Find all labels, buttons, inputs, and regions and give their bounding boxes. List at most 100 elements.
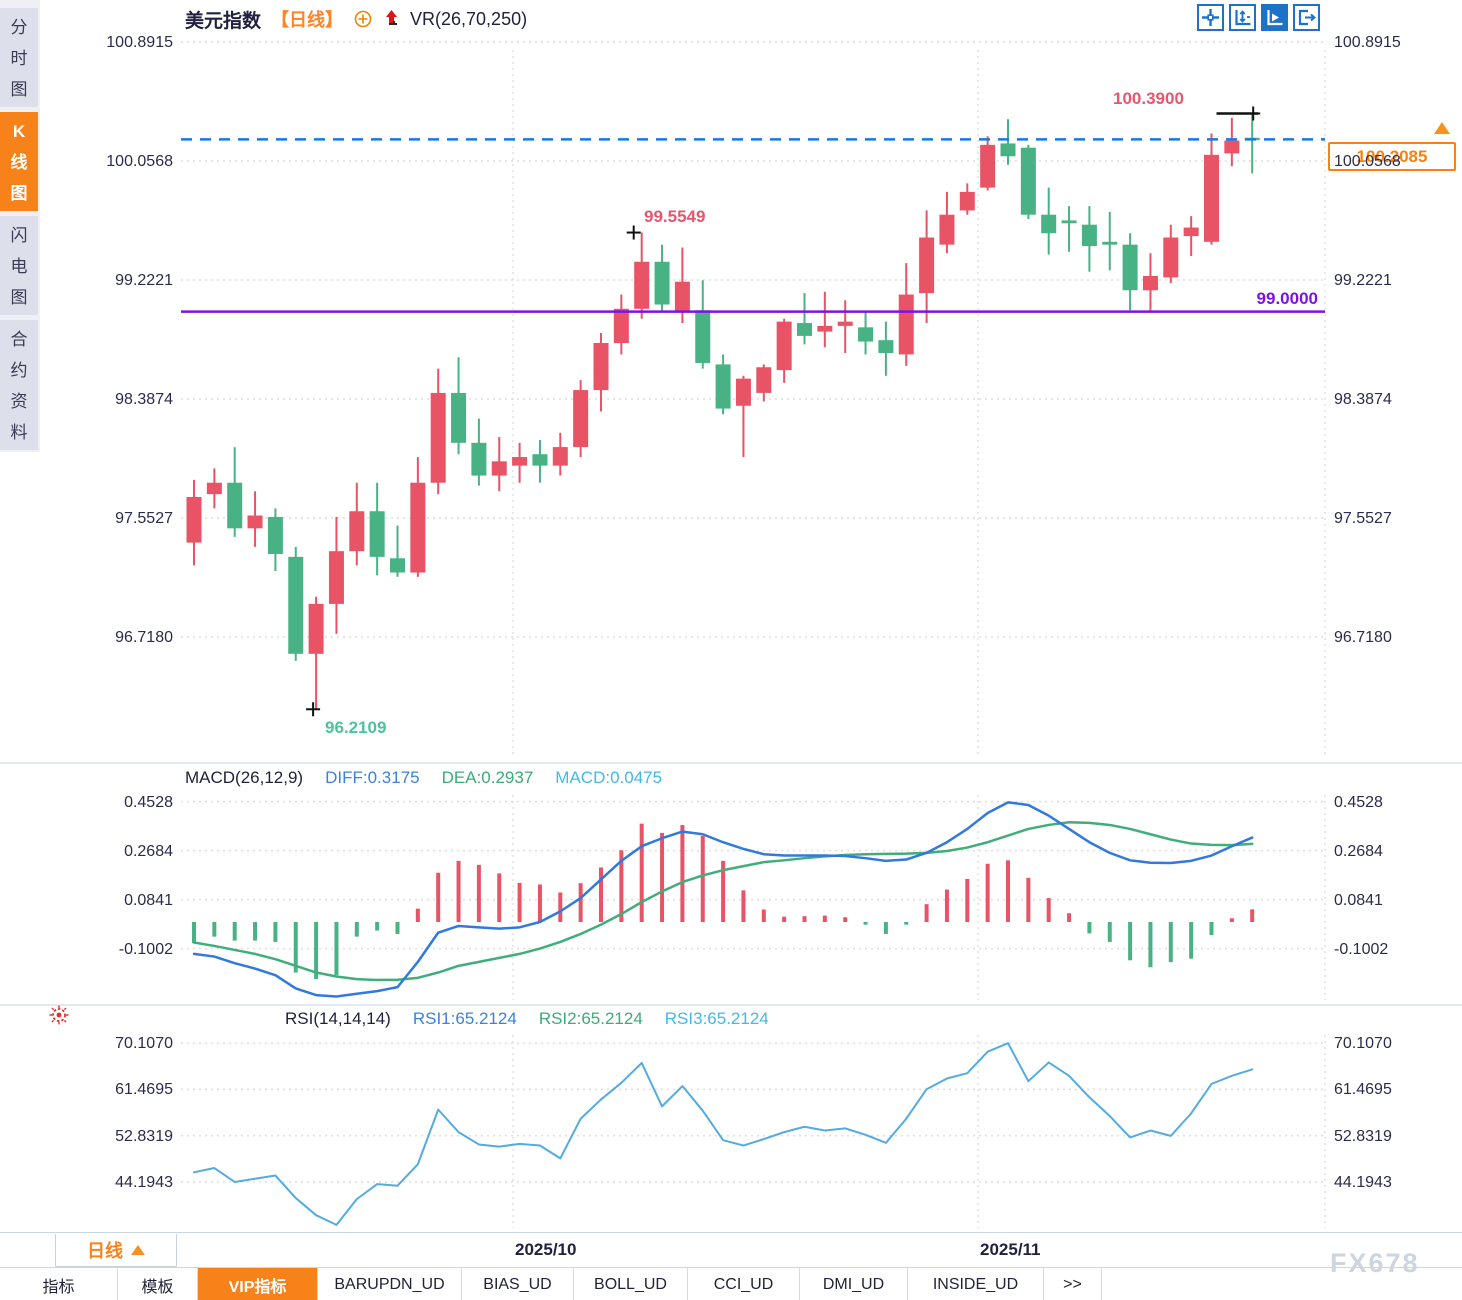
marked-high-label: 100.3900 <box>1113 89 1184 109</box>
macd-axis-label: 0.4528 <box>1334 794 1462 811</box>
price-axis-label: 96.7180 <box>45 629 173 646</box>
chart-toolbar <box>1197 4 1320 31</box>
candle-body <box>594 343 609 390</box>
candle-body <box>960 192 975 211</box>
candle-body <box>655 262 670 305</box>
sidebar-tab-2[interactable]: 闪 电 图 <box>0 216 38 315</box>
rsi-title: RSI(14,14,14) <box>285 1009 391 1029</box>
support-level-label: 99.0000 <box>1190 289 1318 309</box>
rsi1-value: RSI1:65.2124 <box>413 1009 517 1029</box>
candle-body <box>1204 155 1219 242</box>
price-axis-label: 100.8915 <box>1334 34 1462 51</box>
sidebar-tab-1[interactable]: K 线 图 <box>0 112 38 211</box>
macd-axis-label: 0.0841 <box>1334 892 1462 909</box>
price-axis-label: 98.3874 <box>1334 391 1462 408</box>
marked-low-label: 96.2109 <box>325 718 386 738</box>
rsi-axis-label: 52.8319 <box>1334 1128 1462 1145</box>
overlay-indicator-label[interactable]: VR(26,70,250) <box>410 9 527 30</box>
left-sidebar: 分 时 图 K 线 图闪 电 图合 约 资 料 <box>0 0 40 452</box>
price-axis-label: 99.2221 <box>45 272 173 289</box>
candle-body <box>1184 228 1199 237</box>
candle-body <box>1082 225 1097 246</box>
price-axis-label: 97.5527 <box>45 510 173 527</box>
candle-body <box>227 483 242 529</box>
candle-body <box>1102 242 1117 245</box>
red-up-arrow-icon[interactable] <box>383 9 400 29</box>
candle-body <box>370 511 385 557</box>
rsi-settings-icon[interactable] <box>48 1004 70 1031</box>
price-axis-label: 97.5527 <box>1334 510 1462 527</box>
x-axis-strip: 日线 2025/10 2025/11 <box>0 1232 1462 1267</box>
candle-body <box>1224 141 1239 154</box>
bottom-tab-inside_ud[interactable]: INSIDE_UD <box>908 1268 1044 1300</box>
period-tag[interactable]: 【日线】 <box>271 6 343 32</box>
rsi-axis-label: 70.1070 <box>1334 1035 1462 1052</box>
bottom-tab-barupdn_ud[interactable]: BARUPDN_UD <box>318 1268 462 1300</box>
price-axis-label: 100.0568 <box>45 153 173 170</box>
bottom-tab-bias_ud[interactable]: BIAS_UD <box>462 1268 574 1300</box>
sidebar-tab-0[interactable]: 分 时 图 <box>0 8 38 107</box>
rsi2-value: RSI2:65.2124 <box>539 1009 643 1029</box>
macd-axis-label: -0.1002 <box>45 941 173 958</box>
rsi-axis-label: 44.1943 <box>45 1174 173 1191</box>
app-window: 分 时 图 K 线 图闪 电 图合 约 资 料 美元指数 【日线】 VR(26,7… <box>0 0 1462 1300</box>
bottom-tab-vip[interactable]: VIP指标 <box>198 1268 318 1300</box>
candle-body <box>329 551 344 604</box>
bottom-tab-boll_ud[interactable]: BOLL_UD <box>574 1268 688 1300</box>
candle-body <box>1163 238 1178 278</box>
macd-axis-label: -0.1002 <box>1334 941 1462 958</box>
candle-body <box>899 295 914 355</box>
candle-body <box>1123 245 1138 291</box>
sidebar-tab-3[interactable]: 合 约 资 料 <box>0 320 38 450</box>
rsi-axis-label: 52.8319 <box>45 1128 173 1145</box>
candle-body <box>187 497 202 543</box>
toolbar-axis-range-icon[interactable] <box>1229 4 1256 31</box>
rsi-axis-label: 44.1943 <box>1334 1174 1462 1191</box>
bottom-tab-dmi_ud[interactable]: DMI_UD <box>800 1268 908 1300</box>
candle-body <box>878 340 893 353</box>
marked-peak-label: 99.5549 <box>644 207 705 227</box>
candle-body <box>716 364 731 408</box>
toolbar-crosshair-move-icon[interactable] <box>1197 4 1224 31</box>
chart-area[interactable] <box>0 0 1462 1300</box>
candle-body <box>797 323 812 336</box>
candle-body <box>512 457 527 466</box>
candle-body <box>1143 276 1158 290</box>
rsi-axis-label: 70.1070 <box>45 1035 173 1052</box>
candle-body <box>390 558 405 572</box>
price-up-arrow-icon <box>1434 122 1450 134</box>
candle-body <box>919 238 934 294</box>
price-axis-label: 98.3874 <box>45 391 173 408</box>
bottom-tab-[interactable]: 指标 <box>0 1268 118 1300</box>
macd-title: MACD(26,12,9) <box>185 768 303 788</box>
macd-axis-label: 0.4528 <box>45 794 173 811</box>
candle-body <box>634 262 649 309</box>
candle-body <box>288 557 303 654</box>
symbol-title: 美元指数 <box>185 6 261 33</box>
circle-plus-icon[interactable] <box>353 9 373 29</box>
candle-body <box>736 379 751 406</box>
candle-body <box>349 511 364 551</box>
candle-body <box>248 516 263 529</box>
candle-body <box>675 282 690 312</box>
bottom-tab-[interactable]: >> <box>1044 1268 1102 1300</box>
macd-dea-value: DEA:0.2937 <box>442 768 534 788</box>
x-axis-month-label: 2025/10 <box>515 1240 576 1260</box>
rsi3-value: RSI3:65.2124 <box>665 1009 769 1029</box>
candle-body <box>1001 143 1016 156</box>
price-axis-label: 99.2221 <box>1334 272 1462 289</box>
macd-hist-value: MACD:0.0475 <box>555 768 662 788</box>
candle-body <box>1021 148 1036 215</box>
macd-legend: MACD(26,12,9) DIFF:0.3175 DEA:0.2937 MAC… <box>185 768 662 788</box>
macd-axis-label: 0.2684 <box>1334 843 1462 860</box>
candle-body <box>431 393 446 483</box>
bottom-tab-[interactable]: 模板 <box>118 1268 198 1300</box>
timeframe-selector[interactable]: 日线 <box>55 1234 177 1267</box>
candle-body <box>1062 220 1077 223</box>
bottom-tab-cci_ud[interactable]: CCI_UD <box>688 1268 800 1300</box>
candle-body <box>1041 215 1056 234</box>
candle-body <box>939 215 954 245</box>
macd-diff-value: DIFF:0.3175 <box>325 768 420 788</box>
toolbar-play-scale-icon[interactable] <box>1261 4 1288 31</box>
toolbar-exit-right-icon[interactable] <box>1293 4 1320 31</box>
